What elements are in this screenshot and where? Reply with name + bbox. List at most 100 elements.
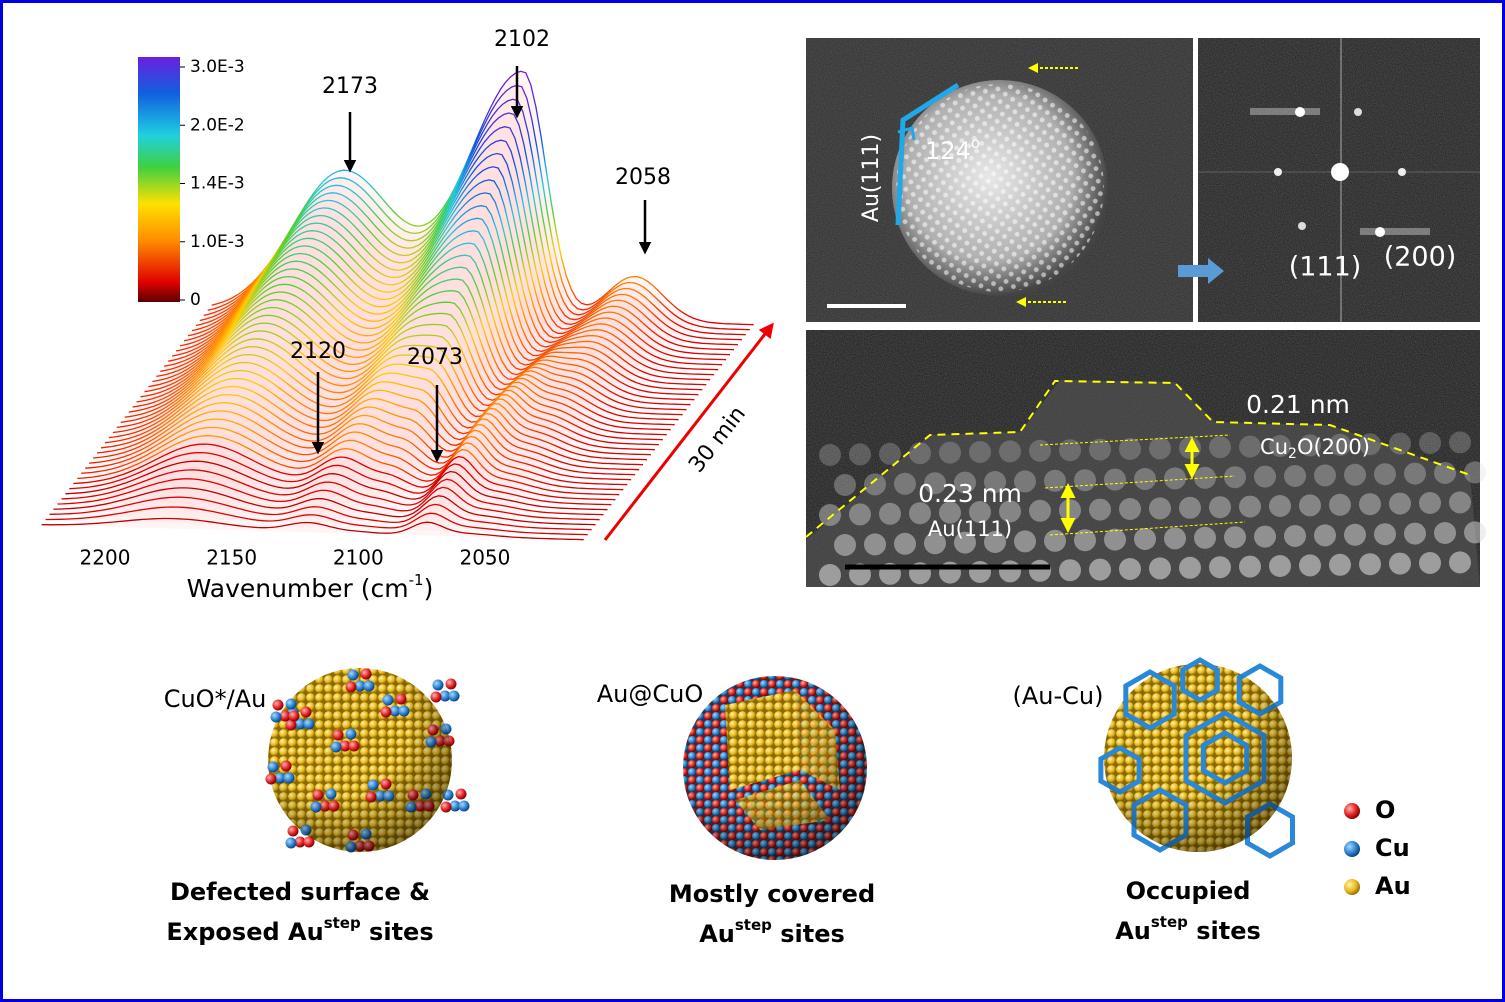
- spectrum-trace: [81, 426, 624, 491]
- spectrum-fill: [101, 386, 643, 465]
- spectrum-trace: [96, 393, 640, 471]
- legend-marker: [1344, 803, 1360, 819]
- spectrum-fill: [108, 370, 651, 455]
- model-caption: Austep sites: [1115, 913, 1261, 946]
- spectrum-trace: [183, 166, 727, 361]
- spacing-label: 0.21 nm: [1246, 390, 1350, 419]
- spectrum-trace: [49, 496, 592, 531]
- spectrum-trace: [104, 377, 648, 461]
- spectrum-fill: [195, 126, 738, 345]
- spectrum-fill: [152, 267, 695, 400]
- peak-label: 2102: [494, 27, 550, 52]
- spectrum-trace: [187, 152, 731, 356]
- spectrum-trace: [179, 179, 723, 366]
- fft-arrow: [1178, 258, 1224, 284]
- model-caption: Defected surface &: [170, 878, 430, 906]
- spectrum-fill: [132, 323, 675, 425]
- waterfall-spectra: [41, 70, 754, 541]
- x-tick-label: 2150: [206, 546, 257, 570]
- spectrum-fill: [207, 85, 750, 330]
- spectrum-trace: [144, 290, 687, 411]
- spectrum-trace: [112, 361, 655, 451]
- spectrum-fill: [85, 419, 628, 485]
- x-tick-label: 2100: [333, 546, 384, 570]
- spectrum-trace: [152, 266, 695, 401]
- x-tick-label: 2200: [80, 546, 131, 570]
- spectrum-trace: [100, 385, 644, 466]
- colorbar-tick-label: 2.0E-2: [190, 115, 245, 135]
- interface-image: [805, 330, 1486, 587]
- plane-label: Cu2O(200): [1260, 435, 1370, 462]
- spectrum-trace: [65, 460, 608, 511]
- spectrum-trace: [85, 418, 628, 486]
- spectrum-trace: [164, 230, 707, 386]
- spectrum-trace: [168, 217, 711, 381]
- colorbar-tick-label: 1.0E-3: [190, 232, 245, 252]
- plane-label: Au(111): [928, 517, 1012, 541]
- model-caption: Occupied: [1126, 877, 1251, 905]
- spectrum-trace: [120, 345, 663, 441]
- spectrum-fill: [191, 140, 734, 350]
- spectrum-trace: [57, 478, 600, 521]
- spectrum-trace: [191, 139, 735, 351]
- spacing-label: 0.23 nm: [918, 479, 1022, 508]
- model-caption: Exposed Austep sites: [166, 914, 433, 947]
- spectrum-trace: [45, 506, 588, 536]
- legend-label: Au: [1375, 872, 1411, 900]
- time-arrow: [603, 322, 774, 541]
- spectrum-trace: [171, 205, 715, 376]
- legend-marker: [1344, 841, 1360, 857]
- spectrum-fill: [41, 518, 584, 540]
- x-axis-label: Wavenumber (cm-1): [187, 571, 434, 604]
- spectrum-trace: [175, 192, 719, 371]
- spectrum-trace: [132, 322, 675, 426]
- spectrum-trace: [77, 435, 620, 496]
- spectrum-trace: [156, 254, 699, 396]
- spectrum-trace: [73, 443, 616, 501]
- legend-marker: [1344, 879, 1360, 895]
- spectrum-fill: [211, 71, 754, 325]
- spectrum-fill: [89, 410, 632, 480]
- spectrum-fill: [73, 444, 616, 500]
- spectrum-fill: [164, 230, 707, 385]
- peak-label: 2120: [290, 339, 346, 364]
- spectrum-trace: [41, 517, 584, 541]
- spectrum-fill: [172, 205, 715, 375]
- spectrum-fill: [199, 113, 742, 340]
- spectrum-fill: [176, 192, 719, 370]
- fft-image: [1198, 38, 1480, 322]
- spectrum-trace: [195, 126, 738, 346]
- fft-label: (200): [1384, 242, 1457, 273]
- colorbar-tick-label: 0: [190, 290, 201, 310]
- model-label: Au@CuO: [597, 680, 704, 708]
- model-au-cu: [1098, 657, 1295, 859]
- peak-label: 2058: [615, 165, 671, 190]
- tem-image: [806, 38, 1193, 322]
- spectrum-fill: [104, 378, 647, 460]
- spectrum-fill: [49, 497, 592, 530]
- spectrum-trace: [61, 469, 604, 516]
- spectrum-trace: [148, 278, 691, 406]
- model-cuo-au: [265, 668, 470, 853]
- x-tick-label: 2050: [459, 546, 510, 570]
- legend-label: O: [1375, 796, 1395, 824]
- spectrum-trace: [136, 312, 679, 421]
- spectrum-trace: [108, 369, 651, 456]
- spectrum-fill: [184, 166, 727, 360]
- model-label: CuO*/Au: [164, 685, 267, 713]
- spectrum-fill: [124, 338, 667, 435]
- facet-label: Au(111): [859, 134, 884, 222]
- colorbar-tick-label: 3.0E-3: [190, 57, 245, 77]
- spectrum-fill: [188, 153, 730, 355]
- spectrum-fill: [69, 452, 612, 505]
- spectrum-trace: [89, 410, 632, 481]
- spectrum-fill: [77, 435, 620, 495]
- spectrum-fill: [57, 478, 600, 520]
- spectrum-fill: [116, 354, 659, 445]
- model-caption: Austep sites: [699, 916, 845, 949]
- peak-label: 2173: [322, 74, 378, 99]
- colorbar-tick-label: 1.4E-3: [190, 174, 245, 194]
- model-caption: Mostly covered: [669, 880, 875, 908]
- spectrum-fill: [168, 218, 711, 380]
